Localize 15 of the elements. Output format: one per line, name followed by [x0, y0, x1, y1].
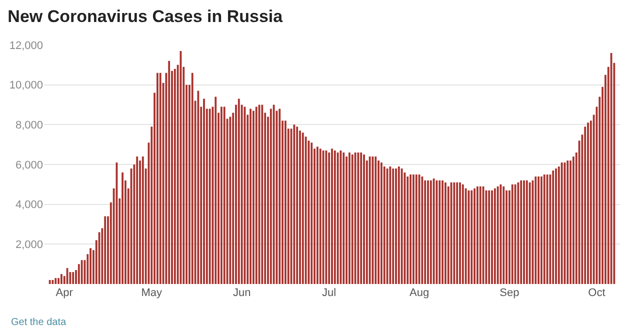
y-tick-label: 4,000 [15, 199, 43, 212]
x-tick-label: Sep [500, 287, 520, 299]
y-tick-label: 12,000 [9, 40, 43, 52]
y-tick-label: 6,000 [15, 159, 43, 172]
chart-title: New Coronavirus Cases in Russia [8, 6, 284, 26]
x-tick-label: Jun [232, 287, 251, 299]
text: Get the data [11, 317, 66, 328]
x-tick-label: Apr [56, 287, 74, 299]
y-tick-label: 10,000 [9, 80, 43, 92]
x-tick-label: Aug [409, 287, 430, 299]
y-tick-label: 8,000 [15, 120, 43, 132]
x-tick-label: Oct [588, 287, 606, 299]
y-tick-label: 2,000 [15, 239, 43, 252]
x-tick-label: May [141, 287, 163, 299]
x-tick-label: Jul [322, 287, 336, 299]
